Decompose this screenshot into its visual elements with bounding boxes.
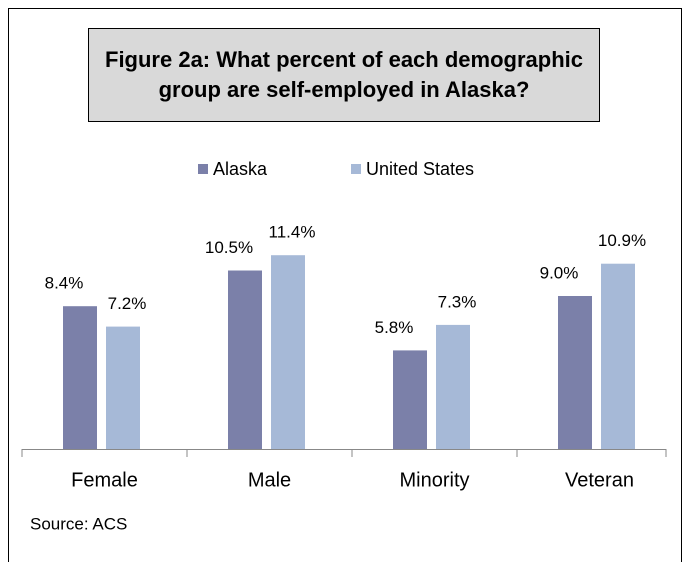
x-tick-label: Female <box>71 469 138 491</box>
x-tick-label: Veteran <box>565 469 634 491</box>
bar <box>228 270 262 449</box>
bar <box>558 296 592 449</box>
chart-title: Figure 2a: What percent of each demograp… <box>88 28 600 122</box>
value-label: 8.4% <box>45 274 84 293</box>
value-label: 7.3% <box>438 292 477 311</box>
value-label: 7.2% <box>108 294 147 313</box>
x-tick-label: Minority <box>399 469 469 491</box>
value-label: 11.4% <box>269 223 316 242</box>
bar <box>271 255 305 449</box>
bar <box>436 324 470 449</box>
chart-border <box>8 8 682 562</box>
bar <box>393 350 427 449</box>
bar <box>63 306 97 449</box>
legend-swatch <box>198 164 208 174</box>
bar <box>601 263 635 449</box>
legend-swatch <box>351 164 361 174</box>
bar <box>106 326 140 449</box>
value-label: 10.9% <box>598 231 646 250</box>
source-note: Source: ACS <box>30 514 127 533</box>
value-label: 10.5% <box>205 238 253 257</box>
legend-label: Alaska <box>213 159 268 179</box>
legend-label: United States <box>366 159 474 179</box>
value-label: 5.8% <box>375 318 414 337</box>
x-tick-label: Male <box>248 469 291 491</box>
value-label: 9.0% <box>540 263 579 282</box>
